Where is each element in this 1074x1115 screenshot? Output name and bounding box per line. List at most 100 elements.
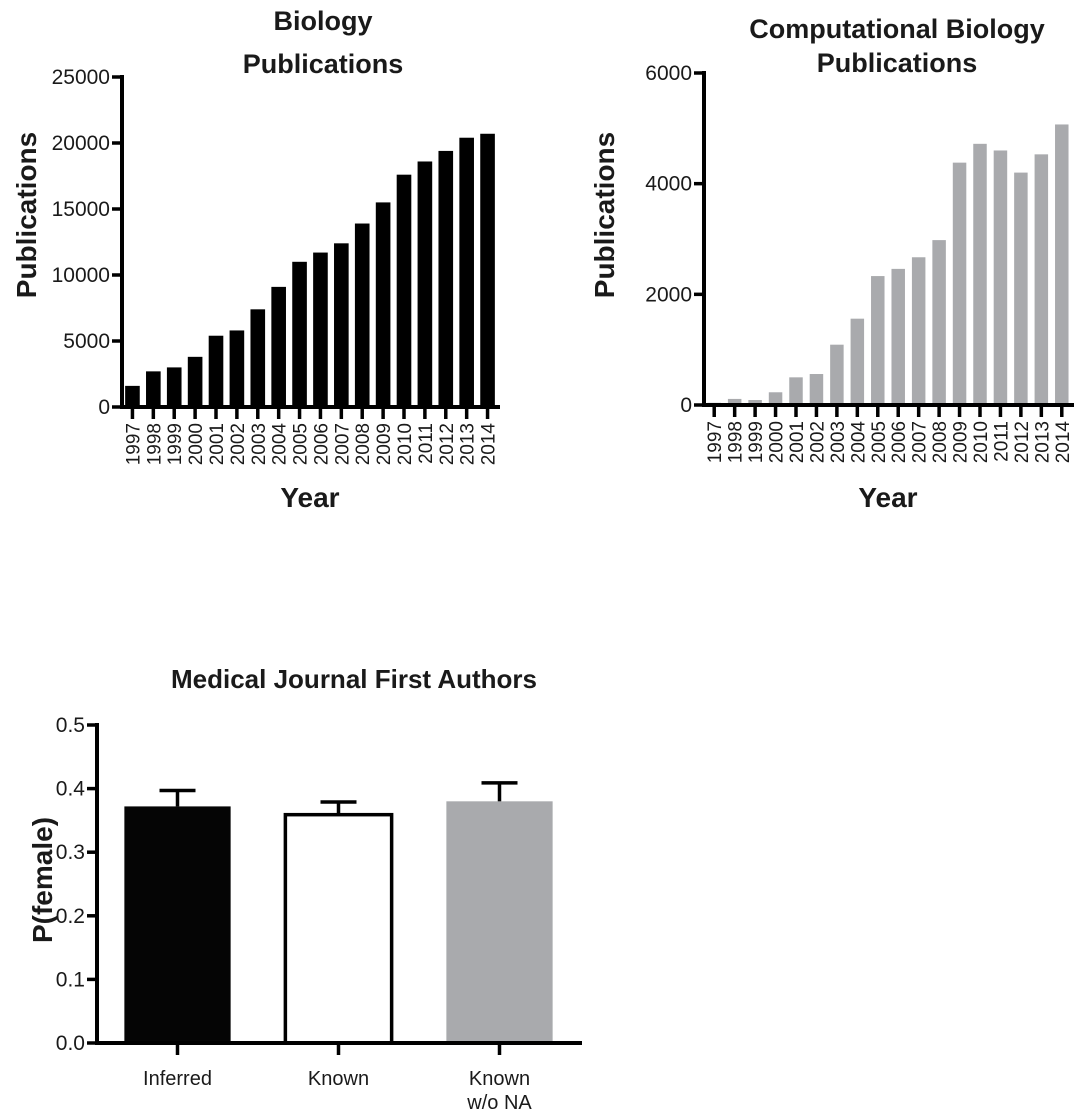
bar xyxy=(208,335,224,407)
x-tick-label: 2014 xyxy=(479,423,500,466)
x-tick-label: w/o NA xyxy=(466,1092,532,1114)
chart-title: Publications xyxy=(243,49,404,79)
y-tick-label: 0 xyxy=(680,394,692,417)
x-tick-label: 1997 xyxy=(705,421,726,463)
bar xyxy=(993,150,1008,405)
bar xyxy=(830,344,844,405)
bar xyxy=(229,330,245,407)
chart-3: Medical Journal First AuthorsP(female)0.… xyxy=(27,664,582,1114)
bar xyxy=(952,162,967,405)
bar xyxy=(354,223,370,407)
bar xyxy=(850,318,865,405)
chart-1: Biology Publications Publications Year 0 5000… xyxy=(11,6,500,513)
bar xyxy=(271,286,286,407)
x-tick-label: 1999 xyxy=(746,421,767,463)
x-tick-label: 2003 xyxy=(828,421,849,463)
x-tick-label: 2009 xyxy=(374,423,395,465)
bar xyxy=(417,161,433,407)
x-tick-label: 2011 xyxy=(416,423,437,464)
chart-title: Biology xyxy=(274,6,373,36)
bar xyxy=(396,174,412,407)
y-tick-label: 0.4 xyxy=(56,778,86,801)
y-tick-label: 0 xyxy=(98,396,110,419)
x-tick-label: 2010 xyxy=(971,421,992,463)
x-tick-label: 2002 xyxy=(228,423,249,465)
x-tick-label: 2001 xyxy=(787,421,808,463)
y-tick-label: 25000 xyxy=(52,66,110,89)
bar xyxy=(932,240,946,405)
x-axis-label: Year xyxy=(858,482,917,513)
x-tick-label: 2001 xyxy=(207,423,228,465)
x-tick-label: 1997 xyxy=(123,423,144,465)
bar xyxy=(446,801,553,1043)
x-tick-label: 2000 xyxy=(186,423,207,465)
x-tick-label: 2013 xyxy=(458,423,479,465)
y-tick-label: 15000 xyxy=(52,198,110,221)
bar xyxy=(809,374,824,405)
x-tick-label: 2010 xyxy=(395,423,416,465)
x-tick-label: 2011 xyxy=(991,421,1012,462)
bar xyxy=(911,257,926,405)
x-tick-label: 2009 xyxy=(951,421,972,463)
x-tick-label: 2013 xyxy=(1032,421,1053,463)
x-tick-label: 2014 xyxy=(1053,421,1074,464)
bar xyxy=(480,133,495,407)
chart-title: Medical Journal First Authors xyxy=(171,664,537,694)
bar xyxy=(283,812,394,1045)
y-tick-label: 6000 xyxy=(645,62,692,85)
bar xyxy=(438,150,454,408)
y-tick-label: 0.0 xyxy=(56,1032,85,1055)
x-tick-label: Known xyxy=(469,1068,530,1090)
x-tick-label: 2004 xyxy=(270,423,291,466)
bar xyxy=(891,268,905,405)
x-tick-label: 2007 xyxy=(910,421,931,463)
bar xyxy=(250,309,266,407)
bar xyxy=(187,356,203,407)
bar xyxy=(166,367,182,407)
x-tick-label: Inferred xyxy=(143,1068,212,1090)
x-tick-label: 1998 xyxy=(726,421,747,463)
bar xyxy=(375,202,391,407)
chart-title: Computational Biology xyxy=(749,14,1044,44)
x-tick-label: Known xyxy=(308,1068,369,1090)
bar xyxy=(125,385,140,407)
bar xyxy=(727,398,742,405)
bar xyxy=(1014,172,1028,405)
x-tick-label: 2007 xyxy=(332,423,353,465)
x-tick-label: 2012 xyxy=(1012,421,1033,463)
chart-title: Publications xyxy=(817,48,978,78)
bar xyxy=(768,392,783,405)
bar xyxy=(334,243,349,407)
bar xyxy=(1034,154,1049,405)
bar xyxy=(292,261,307,407)
x-tick-label: 2012 xyxy=(437,423,458,465)
bar xyxy=(313,252,328,407)
x-tick-label: 1998 xyxy=(144,423,165,465)
y-axis-label: Publications xyxy=(589,132,620,298)
bar xyxy=(748,400,762,405)
y-axis-label: Publications xyxy=(11,132,42,298)
x-tick-label: 2005 xyxy=(869,421,890,463)
x-tick-label: 2002 xyxy=(807,421,828,463)
y-tick-label: 20000 xyxy=(52,132,110,155)
x-tick-label: 2008 xyxy=(353,423,374,465)
bar xyxy=(124,806,231,1043)
y-tick-label: 4000 xyxy=(645,173,692,196)
bar xyxy=(973,143,987,405)
bar xyxy=(789,377,803,405)
y-tick-label: 2000 xyxy=(645,283,692,306)
x-tick-label: 2008 xyxy=(930,421,951,463)
chart-2: Computational Biology Publications Publica… xyxy=(589,14,1074,513)
x-tick-label: 2006 xyxy=(889,421,910,463)
y-tick-label: 5000 xyxy=(63,330,110,353)
y-tick-label: 0.2 xyxy=(56,905,85,928)
y-axis-label: P(female) xyxy=(27,817,58,943)
y-tick-label: 0.1 xyxy=(56,968,85,991)
y-tick-label: 10000 xyxy=(52,264,110,287)
x-tick-label: 2005 xyxy=(291,423,312,465)
x-tick-label: 1999 xyxy=(165,423,186,465)
bar xyxy=(146,371,161,407)
x-tick-label: 2006 xyxy=(311,423,332,465)
x-tick-label: 2003 xyxy=(249,423,270,465)
